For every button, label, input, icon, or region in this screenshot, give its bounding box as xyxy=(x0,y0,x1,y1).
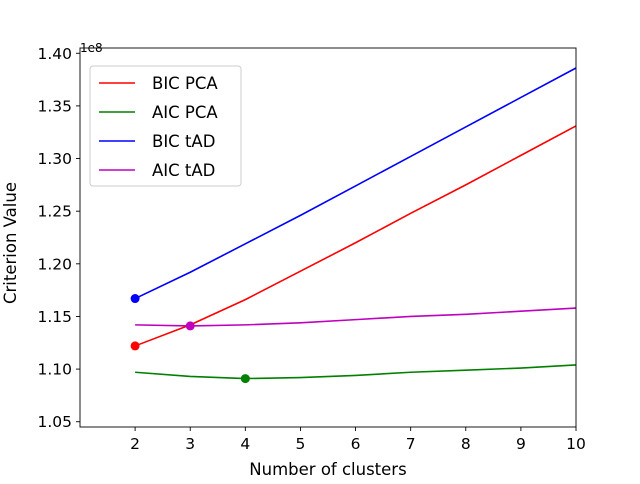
optimum-marker-bic-pca xyxy=(130,341,140,351)
x-tick-label: 4 xyxy=(240,435,250,453)
y-tick-label: 1.20 xyxy=(37,255,72,273)
y-tick-label: 1.35 xyxy=(37,97,72,115)
legend-label-aic-pca: AIC PCA xyxy=(152,103,218,122)
series-line-bic-tad xyxy=(134,67,577,300)
x-tick-label: 5 xyxy=(296,435,306,453)
series-line-aic-pca xyxy=(135,364,577,380)
x-tick-label: 7 xyxy=(406,435,416,453)
y-axis-offset-text: 1e8 xyxy=(80,41,103,55)
y-axis-label: Criterion Value xyxy=(1,182,20,304)
axes-frame xyxy=(79,47,577,428)
y-tick-label: 1.10 xyxy=(37,361,72,379)
x-tick-label: 10 xyxy=(566,435,586,453)
y-tick-label: 1.30 xyxy=(37,150,72,168)
x-tick-label: 2 xyxy=(130,435,140,453)
legend-box xyxy=(89,65,242,187)
y-tick-label: 1.15 xyxy=(37,308,72,326)
x-tick-label: 3 xyxy=(185,435,195,453)
y-tick-label: 1.25 xyxy=(37,203,72,221)
x-axis: 2 3 4 5 6 7 8 9 10 xyxy=(130,427,586,453)
x-tick-label: 8 xyxy=(461,435,471,453)
legend-label-aic-tad: AIC tAD xyxy=(152,161,215,180)
legend-label-bic-pca: BIC PCA xyxy=(152,74,218,93)
y-tick-label: 1.05 xyxy=(37,413,72,431)
y-tick-label: 1.40 xyxy=(37,45,72,63)
series-line-bic-pca xyxy=(134,125,577,347)
optimum-marker-bic-tad xyxy=(130,294,140,304)
x-axis-label: Number of clusters xyxy=(249,460,406,479)
legend-label-bic-tad: BIC tAD xyxy=(152,132,215,151)
legend: BIC PCA AIC PCA BIC tAD AIC tAD xyxy=(89,65,242,187)
optimum-marker-aic-tad xyxy=(185,321,195,331)
x-tick-label: 9 xyxy=(516,435,526,453)
series-layer xyxy=(130,67,577,384)
series-line-aic-tad xyxy=(135,307,577,327)
x-tick-label: 6 xyxy=(351,435,361,453)
optimum-marker-aic-pca xyxy=(240,374,250,384)
y-axis: 1.05 1.10 1.15 1.20 1.25 1.30 1.35 1.40 xyxy=(37,45,80,431)
